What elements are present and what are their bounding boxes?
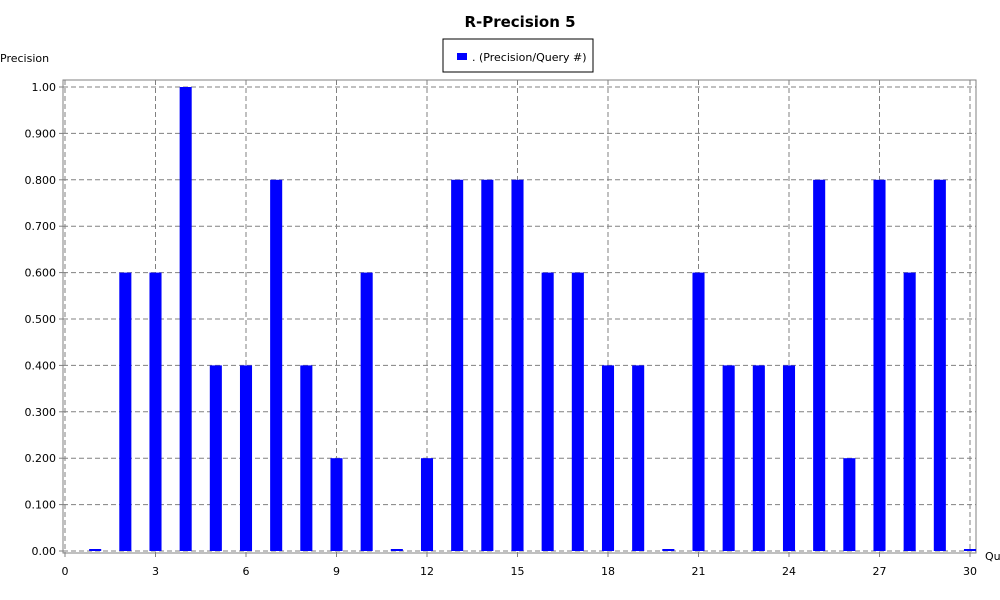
x-tick-label: 9: [333, 565, 340, 578]
y-tick-label: 0.700: [25, 220, 57, 233]
y-tick-label: 0.200: [25, 452, 57, 465]
bar-query-11: [390, 549, 403, 551]
legend-swatch: [457, 53, 467, 60]
y-tick-label: 0.00: [32, 545, 57, 558]
bar-query-20: [662, 549, 675, 551]
y-tick-label: 0.500: [25, 313, 57, 326]
chart-title: R-Precision 5: [464, 13, 575, 31]
x-ticks: 0 3 6 9 12 15 18 21 24 27 30: [62, 553, 977, 578]
x-tick-label: 6: [243, 565, 250, 578]
bar-query-21: [692, 272, 705, 551]
legend-label: . (Precision/Query #): [472, 51, 587, 64]
x-tick-label: 12: [420, 565, 434, 578]
bar-query-24: [782, 365, 796, 551]
bar-query-29: [933, 179, 946, 552]
y-tick-label: 0.400: [25, 359, 57, 372]
bar-query-26: [843, 458, 856, 551]
y-tick-label: 0.600: [25, 267, 57, 280]
legend: . (Precision/Query #): [442, 38, 594, 73]
bar-query-25: [813, 179, 826, 552]
bar-query-7: [270, 179, 283, 552]
y-tick-label: 0.300: [25, 406, 57, 419]
legend-box: [442, 38, 594, 73]
bar-query-30: [963, 549, 977, 551]
bar-query-18: [601, 365, 615, 551]
y-tick-label: 1.00: [32, 81, 57, 94]
y-ticks: 0.00 0.100 0.200 0.300 0.400 0.500 0.600 0.700 0…: [25, 81, 63, 558]
bar-query-2: [119, 272, 132, 551]
bar-query-16: [541, 272, 554, 551]
bar-query-9: [330, 458, 343, 551]
bar-query-23: [752, 365, 765, 551]
x-tick-label: 30: [963, 565, 977, 578]
x-tick-label: 0: [62, 565, 69, 578]
bar-query-27: [873, 179, 886, 552]
x-tick-label: 24: [782, 565, 796, 578]
x-tick-label: 3: [152, 565, 159, 578]
bar-query-22: [722, 365, 735, 551]
bar-query-12: [420, 458, 434, 551]
bar-query-14: [481, 179, 494, 552]
y-tick-label: 0.800: [25, 174, 57, 187]
bar-query-19: [632, 365, 645, 551]
bar-query-4: [179, 87, 192, 551]
x-axis-label: Qu: [985, 550, 1000, 563]
bars: [89, 87, 977, 552]
y-axis-label: Precision: [0, 52, 49, 65]
bar-query-13: [451, 179, 464, 552]
bar-query-10: [360, 272, 373, 551]
x-tick-label: 27: [873, 565, 887, 578]
bar-query-6: [239, 365, 253, 551]
bar-query-8: [300, 365, 313, 551]
bar-query-17: [571, 272, 584, 551]
bar-query-3: [149, 272, 162, 551]
y-tick-label: 0.900: [25, 127, 57, 140]
y-tick-label: 0.100: [25, 499, 57, 512]
bar-query-15: [511, 179, 524, 552]
x-tick-label: 18: [601, 565, 615, 578]
bar-query-5: [209, 365, 222, 551]
bar-query-28: [903, 272, 916, 551]
x-tick-label: 21: [692, 565, 706, 578]
x-tick-label: 15: [511, 565, 525, 578]
bar-query-1: [89, 549, 102, 551]
